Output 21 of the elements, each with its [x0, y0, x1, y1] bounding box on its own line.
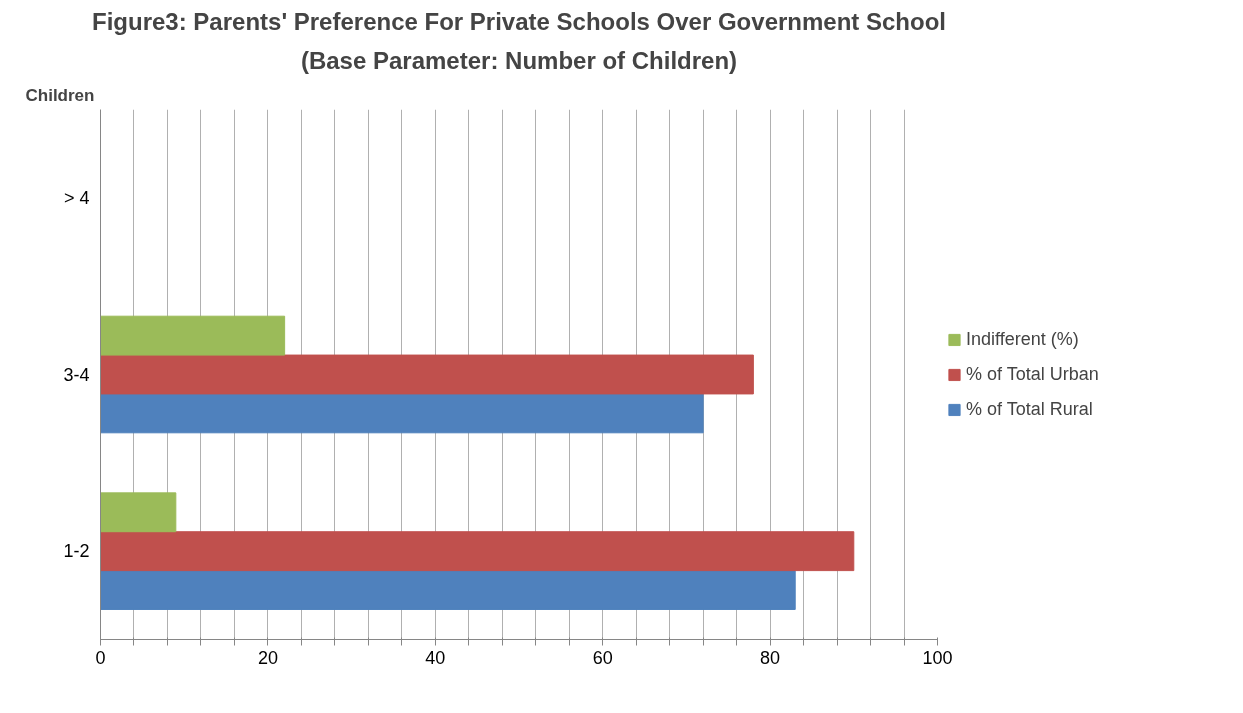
- x-tick-label: 0: [95, 647, 106, 668]
- bar: [100, 531, 855, 572]
- legend-label: % of Total Urban: [966, 363, 1099, 385]
- bar: [100, 354, 754, 395]
- bar: [100, 492, 177, 533]
- x-tick-label: 40: [425, 647, 446, 668]
- legend-label: % of Total Rural: [966, 398, 1093, 420]
- y-tick-label: 1-2: [63, 541, 90, 562]
- chart-title: Figure3: Parents' Preference For Private Schools Over Government School: [92, 7, 946, 35]
- x-tick-label: 60: [592, 647, 613, 668]
- y-tick-label: 3-4: [63, 364, 90, 385]
- x-tick-label: 80: [760, 647, 781, 668]
- legend-label: Indifferent (%): [966, 328, 1079, 350]
- x-tick-label: 20: [257, 647, 278, 668]
- y-axis-title: Children: [25, 85, 95, 105]
- bar: [100, 315, 286, 356]
- bar: [100, 393, 704, 434]
- x-tick-label: 100: [922, 647, 953, 668]
- chart-subtitle: (Base Parameter: Number of Children): [300, 46, 738, 74]
- y-tick-label: > 4: [63, 187, 90, 208]
- bar: [100, 570, 796, 610]
